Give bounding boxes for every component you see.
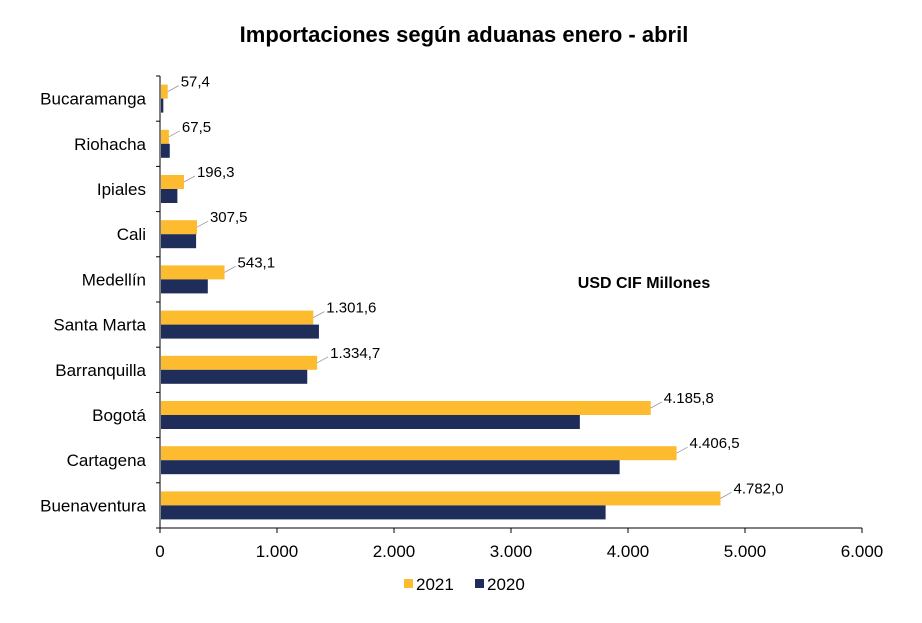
category-label: Bogotá: [92, 406, 146, 425]
data-label: 1.301,6: [326, 300, 376, 317]
data-label: 4.185,8: [664, 390, 714, 407]
data-label: 307,5: [210, 209, 248, 226]
bar-2021: [161, 220, 197, 235]
category-label: Cali: [117, 225, 146, 244]
category-label: Santa Marta: [53, 316, 146, 335]
bar-2020: [161, 415, 580, 429]
category-label: Buenaventura: [40, 496, 146, 515]
bar-2020: [161, 189, 178, 203]
data-label-leader: [196, 220, 209, 228]
legend: 2021 2020: [404, 575, 525, 594]
x-tick-label: 0: [155, 542, 164, 561]
x-tick-label: 5.000: [724, 542, 767, 561]
category-label: Ipiales: [97, 180, 146, 199]
bar-2020: [161, 505, 606, 520]
category-label: Barranquilla: [55, 361, 146, 380]
category-label: Riohacha: [74, 135, 146, 154]
data-label-leader: [224, 266, 236, 273]
x-tick-label: 1.000: [256, 542, 299, 561]
bar-2020: [161, 460, 620, 475]
bar-2020: [161, 234, 197, 249]
data-label: 57,4: [181, 74, 210, 91]
data-label: 196,3: [197, 164, 235, 181]
bar-2021: [161, 129, 169, 144]
bar-2021: [161, 491, 721, 506]
bar-2021: [161, 84, 168, 99]
data-label: 4.406,5: [690, 435, 740, 452]
category-label: Cartagena: [67, 451, 147, 470]
bar-2021: [161, 446, 677, 461]
data-label-leader: [313, 311, 325, 318]
data-label: 543,1: [238, 254, 276, 271]
bar-2021: [161, 355, 318, 370]
data-label-leader: [183, 175, 196, 183]
x-tick-label: 4.000: [607, 542, 650, 561]
bar-2020: [161, 143, 170, 158]
bar-2021: [161, 175, 184, 189]
data-label: 4.782,0: [733, 480, 783, 497]
legend-swatch-2020: [475, 579, 484, 588]
units-annotation: USD CIF Millones: [578, 275, 711, 292]
x-tick-label: 6.000: [841, 542, 884, 561]
bar-2020: [161, 98, 164, 113]
data-label-leader: [676, 446, 688, 454]
bar-2021: [161, 401, 651, 415]
bar-2020: [161, 324, 319, 339]
legend-label-2021: 2021: [416, 575, 454, 594]
bar-2020: [161, 369, 308, 384]
plot-area: 0 1.000 2.000 3.000 4.000 5.000 6.000 Bucaraman…: [40, 74, 883, 561]
bar-2021: [161, 265, 225, 280]
data-label-leader: [316, 356, 329, 364]
category-label: Medellín: [82, 270, 146, 289]
data-label-leader: [650, 401, 662, 409]
category-label: Bucaramanga: [40, 90, 146, 109]
data-label: 67,5: [182, 119, 211, 136]
chart-title: Importaciones según aduanas enero - abri…: [240, 22, 689, 47]
data-label-leader: [167, 85, 179, 92]
data-label-leader: [168, 130, 181, 138]
x-tick-label: 2.000: [373, 542, 416, 561]
bar-2020: [161, 279, 208, 294]
bar-2021: [161, 310, 314, 325]
data-label: 1.334,7: [330, 345, 380, 362]
legend-swatch-2021: [404, 579, 413, 588]
legend-label-2020: 2020: [487, 575, 525, 594]
x-tick-label: 3.000: [490, 542, 533, 561]
data-label-leader: [720, 492, 732, 499]
